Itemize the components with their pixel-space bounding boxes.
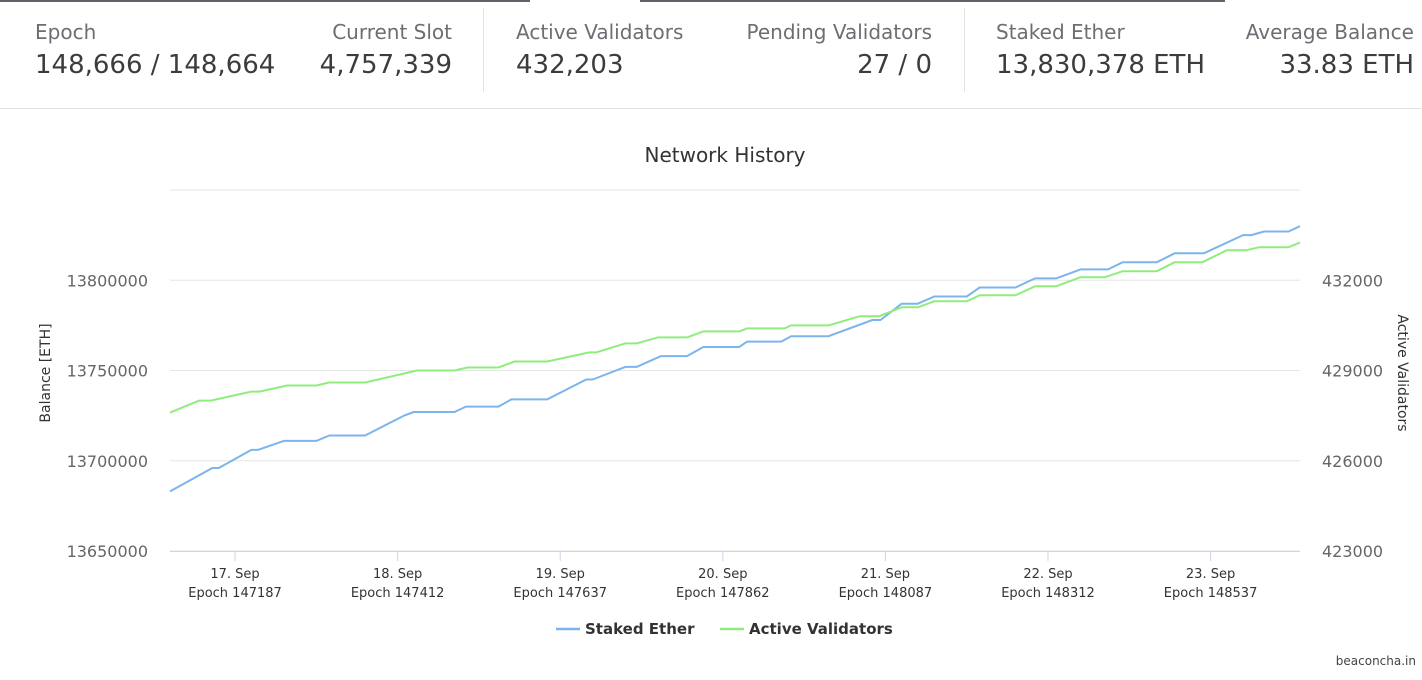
grid-layer [170, 189, 1300, 552]
active-validators-line [169, 241, 1301, 414]
legend-item-active-validators-label: Active Validators [749, 620, 893, 638]
stat-pending-label: Pending Validators [746, 20, 932, 44]
x-tick-day-label: 17. Sep [210, 567, 259, 582]
stat-average-balance: Average Balance 33.83 ETH [1200, 0, 1414, 109]
stat-staked-ether: Staked Ether 13,830,378 ETH [996, 0, 1236, 109]
x-tick-day-label: 19. Sep [536, 567, 585, 582]
staked-ether-line [169, 225, 1301, 493]
top-progress-bar [0, 0, 1422, 2]
x-tick-day-label: 23. Sep [1186, 567, 1235, 582]
network-history-chart: 13650000 13700000 13750000 13800000 423000 42… [0, 110, 1422, 680]
x-tick-day-label: 21. Sep [861, 567, 910, 582]
x-tick-epoch-label: Epoch 147187 [188, 586, 282, 601]
y-left-tick-label: 13750000 [67, 362, 148, 381]
y-right-tick-label: 423000 [1322, 542, 1383, 561]
stat-pending-value[interactable]: 27 / 0 [857, 50, 932, 80]
series-layer [169, 225, 1301, 493]
credit-link[interactable]: beaconcha.in [1335, 654, 1416, 668]
x-tick-epoch-label: Epoch 147862 [676, 586, 770, 601]
stat-slot-value[interactable]: 4,757,339 [319, 50, 452, 80]
y-axis-left-label: Balance [ETH] [38, 323, 54, 422]
stat-staked-label: Staked Ether [996, 20, 1125, 44]
stat-active-validators: Active Validators 432,203 [516, 0, 736, 109]
chart-legend: Staked Ether Active Validators [556, 620, 893, 638]
y-right-tick-label: 426000 [1322, 452, 1383, 471]
stat-divider [964, 8, 965, 92]
x-tick-epoch-label: Epoch 148537 [1164, 586, 1258, 601]
stat-avg-value: 33.83 ETH [1279, 50, 1414, 80]
legend-item-staked-ether-label: Staked Ether [585, 620, 695, 638]
y-axis-right-label: Active Validators [1394, 314, 1410, 431]
stat-divider [483, 8, 484, 92]
x-tick-day-label: 22. Sep [1023, 567, 1072, 582]
chart-title: Network History [644, 143, 805, 167]
chart-svg: 13650000 13700000 13750000 13800000 423000 42… [38, 143, 1410, 638]
x-tick-day-label: 18. Sep [373, 567, 422, 582]
stat-epoch: Epoch 148,666 / 148,664 [35, 0, 315, 109]
stat-active-label: Active Validators [516, 20, 684, 44]
x-tick-epoch-label: Epoch 147412 [351, 586, 445, 601]
stat-staked-value: 13,830,378 ETH [996, 50, 1205, 80]
y-left-tick-label: 13650000 [67, 542, 148, 561]
x-tick-day-label: 20. Sep [698, 567, 747, 582]
x-tick-epoch-label: Epoch 147637 [513, 586, 607, 601]
stat-active-value[interactable]: 432,203 [516, 50, 624, 80]
y-right-tick-label: 432000 [1322, 271, 1383, 290]
stats-header: Epoch 148,666 / 148,664 Current Slot 4,7… [0, 0, 1422, 109]
stat-slot-label: Current Slot [332, 20, 452, 44]
y-left-tick-label: 13800000 [67, 271, 148, 290]
stat-epoch-label: Epoch [35, 20, 97, 44]
stat-current-slot: Current Slot 4,757,339 [200, 0, 452, 109]
x-tick-epoch-label: Epoch 148312 [1001, 586, 1095, 601]
stat-avg-label: Average Balance [1245, 20, 1414, 44]
y-left-tick-label: 13700000 [67, 452, 148, 471]
stat-epoch-value[interactable]: 148,666 / 148,664 [35, 50, 276, 80]
x-tick-epoch-label: Epoch 148087 [839, 586, 933, 601]
stat-pending-validators: Pending Validators 27 / 0 [700, 0, 932, 109]
axis-layer: 13650000 13700000 13750000 13800000 423000 42… [67, 271, 1384, 601]
y-right-tick-label: 429000 [1322, 362, 1383, 381]
